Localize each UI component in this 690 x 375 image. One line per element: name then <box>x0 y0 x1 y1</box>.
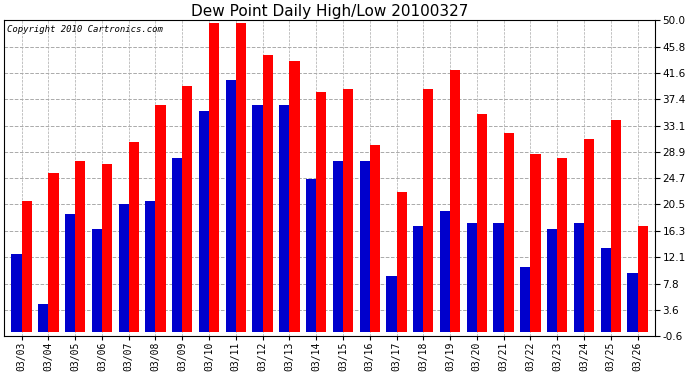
Bar <box>119 204 129 332</box>
Bar <box>611 120 621 332</box>
Bar <box>129 142 139 332</box>
Bar <box>182 86 193 332</box>
Bar <box>370 145 380 332</box>
Bar <box>236 24 246 332</box>
Bar <box>531 154 540 332</box>
Bar <box>386 276 397 332</box>
Bar <box>343 89 353 332</box>
Bar <box>75 160 86 332</box>
Bar <box>209 24 219 332</box>
Bar <box>584 139 594 332</box>
Bar <box>574 223 584 332</box>
Bar <box>263 55 273 332</box>
Bar <box>520 267 531 332</box>
Bar <box>92 229 102 332</box>
Bar <box>155 105 166 332</box>
Bar <box>627 273 638 332</box>
Bar <box>146 201 155 332</box>
Bar <box>12 254 21 332</box>
Bar <box>279 105 289 332</box>
Bar <box>493 223 504 332</box>
Bar <box>172 158 182 332</box>
Bar <box>413 226 423 332</box>
Bar <box>65 214 75 332</box>
Bar <box>600 248 611 332</box>
Bar <box>638 226 648 332</box>
Bar <box>440 210 450 332</box>
Bar <box>38 304 48 332</box>
Bar <box>316 92 326 332</box>
Bar <box>199 111 209 332</box>
Text: Copyright 2010 Cartronics.com: Copyright 2010 Cartronics.com <box>8 25 164 34</box>
Bar <box>466 223 477 332</box>
Bar <box>397 192 406 332</box>
Bar <box>547 229 558 332</box>
Bar <box>289 61 299 332</box>
Bar <box>21 201 32 332</box>
Bar <box>558 158 567 332</box>
Bar <box>359 160 370 332</box>
Bar <box>102 164 112 332</box>
Title: Dew Point Daily High/Low 20100327: Dew Point Daily High/Low 20100327 <box>191 4 469 19</box>
Bar <box>306 179 316 332</box>
Bar <box>253 105 263 332</box>
Bar <box>48 173 59 332</box>
Bar <box>450 70 460 332</box>
Bar <box>477 114 487 332</box>
Bar <box>504 133 514 332</box>
Bar <box>226 80 236 332</box>
Bar <box>423 89 433 332</box>
Bar <box>333 160 343 332</box>
